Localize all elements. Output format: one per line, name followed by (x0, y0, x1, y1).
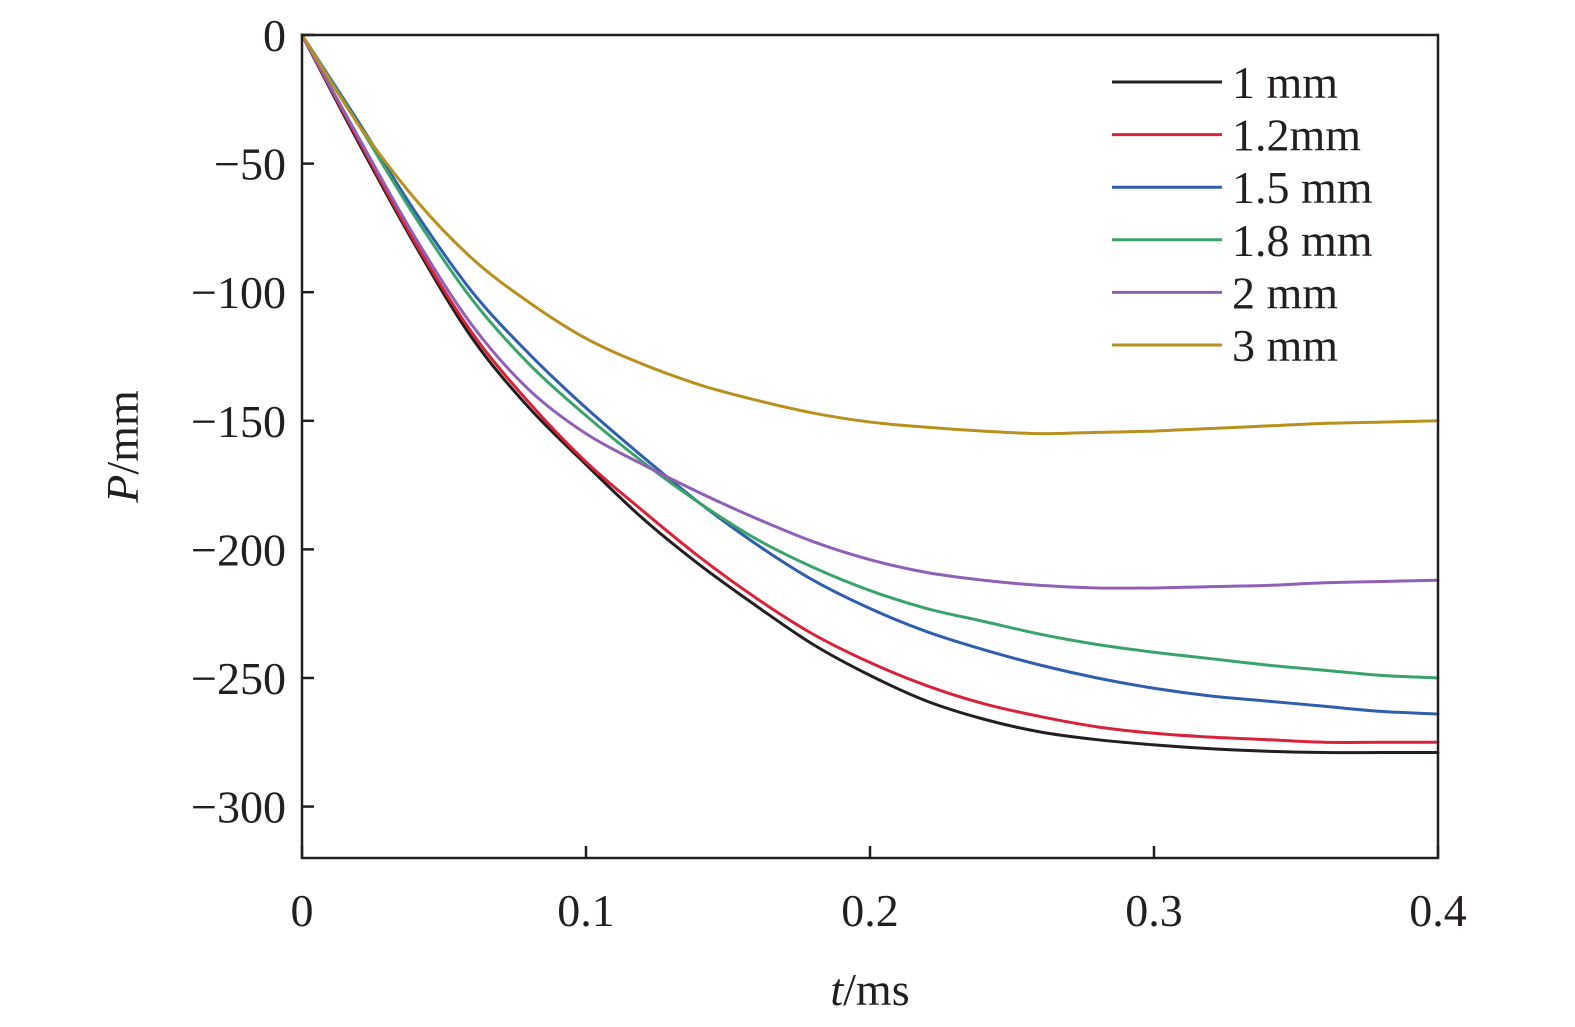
legend-label: 1.5 mm (1232, 162, 1373, 213)
series-layer (300, 33, 1440, 755)
y-tick-label: −150 (191, 396, 286, 447)
y-tick-label: −200 (191, 524, 286, 575)
series-line-1-2mm (300, 33, 1440, 744)
legend-label: 1 mm (1232, 57, 1338, 108)
series-line-1-8mm (300, 33, 1440, 680)
y-tick-label: −100 (191, 267, 286, 318)
axes-layer: 0 0.1 0.2 0.3 0.4 0 −50 −100 −150 −200 −250 −300 (191, 10, 1467, 936)
y-tick-label: −300 (191, 782, 286, 833)
x-tick-label: 0.1 (557, 885, 615, 936)
legend-label: 3 mm (1232, 320, 1338, 371)
x-tick-label: 0.2 (841, 885, 899, 936)
legend-label: 2 mm (1232, 267, 1338, 318)
x-tick-label: 0 (291, 885, 314, 936)
y-tick-label: 0 (263, 10, 286, 61)
series-line-1-5mm (300, 33, 1440, 716)
y-axis-title: P/mm (97, 390, 148, 504)
series-line-2mm (300, 33, 1440, 590)
y-tick-label: −50 (214, 139, 286, 190)
series-line-1mm (300, 33, 1440, 755)
legend-label: 1.2mm (1232, 110, 1361, 161)
x-axis-title: t/ms (830, 964, 909, 1015)
legend-label: 1.8 mm (1232, 215, 1373, 266)
x-tick-label: 0.4 (1409, 885, 1467, 936)
series-line-3mm (300, 33, 1440, 436)
x-tick-label: 0.3 (1125, 885, 1183, 936)
y-tick-label: −250 (191, 653, 286, 704)
